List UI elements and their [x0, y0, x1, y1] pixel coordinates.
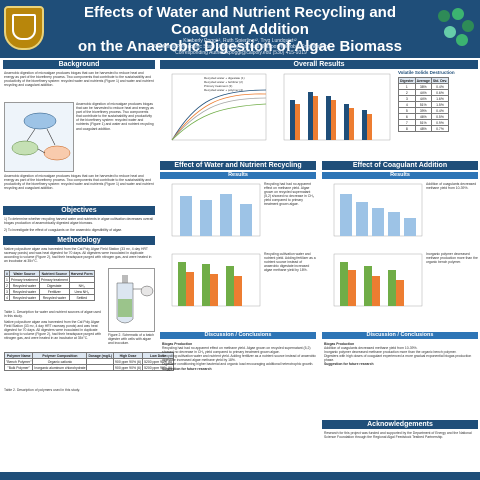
table1-cell: Recycled water: [38, 294, 70, 301]
solids-table-title: Volatile Solids Destruction: [398, 70, 455, 75]
poster-footer: [0, 472, 480, 480]
water-results-heading: Results: [160, 172, 316, 179]
biorefinery-diagram-svg: [11, 112, 71, 161]
methodology-text: Native polyculture algae was harvested f…: [4, 247, 152, 264]
ack-text: Research for this project was funded and…: [324, 431, 472, 440]
solids-cell: 48%: [414, 125, 432, 132]
coag-discussion-text: Biogas Production Addition of coagulants…: [324, 342, 478, 418]
coag-methane-chart: [324, 182, 424, 248]
title-line-1: Effects of Water and Nutrient Recycling …: [84, 4, 396, 38]
background-text: Anaerobic digestion of microalgae produc…: [4, 71, 154, 88]
solids-table-block: Volatile Solids Destruction Digester Aver…: [398, 70, 478, 132]
cumulative-methane-svg: [171, 73, 267, 141]
table2-row: "Bulk Polymer" Inorganic aluminum chloroh…: [3, 364, 174, 371]
solids-cell: 0.7%: [430, 125, 450, 132]
coag-discussion-subhead: Biogas Production: [324, 342, 355, 346]
solids-cell: 8: [398, 125, 416, 132]
table2-cell: Inorganic aluminum chlorohydrate: [32, 364, 88, 371]
coag-discussion-point-3: Digesters with high doses of coagulant e…: [324, 354, 472, 363]
water-discussion-text: Biogas Production Recycling had had no a…: [162, 342, 316, 430]
legend-item-1: Recycled water + digestate (1): [204, 76, 245, 80]
water-discussion-point-2: Recycling cultivation water and nutrient…: [162, 354, 316, 363]
background-heading: Background: [3, 60, 155, 69]
solids-header-row: Digester Average Std. Dev.: [398, 77, 450, 84]
table-1: # Water Source Nutrient Source Harvest Form…: [4, 270, 95, 301]
coag-discussion-point-2: Inorganic polymer decreased methane prod…: [324, 350, 457, 355]
cal-poly-logo: [4, 6, 44, 50]
methodology-heading: Methodology: [3, 236, 155, 245]
table1-cell: Settled: [68, 294, 95, 301]
overall-results-heading: Overall Results: [160, 60, 478, 69]
bar-groups: [290, 92, 372, 140]
objectives-heading: Objectives: [3, 206, 155, 215]
water-discussion-subhead: Biogas Production: [162, 342, 193, 346]
affiliation: ¹California Polytechnic State University…: [152, 44, 328, 50]
methodology-text-2: Native polyculture algae was harvested f…: [4, 320, 102, 340]
table-2-caption: Table 2. Description of polymers used in…: [4, 388, 81, 392]
water-chart-caption: Recycling had had no apparent effect on …: [264, 182, 315, 207]
coag-gas-svg: [333, 253, 423, 307]
coag-discussion-point-1: Addition of coagulants decreased methane…: [324, 346, 418, 351]
legend-item-2: Recycled water + fertilizer (2): [204, 80, 243, 85]
water-methane-svg: [171, 183, 261, 237]
table1-row: 4 Recycled water Recycled water Settled: [4, 294, 95, 301]
water-discussion-point-3: Digestate conditioning higher bacterial …: [162, 362, 314, 367]
background-text-2: Anaerobic digestion of microalgae produc…: [76, 102, 154, 131]
contact: *Corresponding Author: kpoggi@calpoly.ed…: [173, 50, 307, 56]
table-2: Polymer Name Polymer Composition Dosage (m…: [3, 352, 174, 371]
table-1-caption: Table 1. Description for water and nutri…: [4, 310, 101, 318]
table1-row: 2 Recycled water Digestate NH₄: [4, 282, 95, 289]
water-gas-svg: [171, 253, 261, 307]
water-gas-caption: Recycling cultivation water and nutrient…: [264, 252, 316, 273]
coag-methane-svg: [333, 183, 423, 237]
coag-results-heading: Results: [322, 172, 478, 179]
coag-gas-caption: Inorganic polymer decreased methane prod…: [426, 252, 478, 265]
methane-bar-svg: [283, 73, 391, 141]
water-methane-chart: [162, 182, 262, 248]
ack-heading: Acknowledgements: [322, 420, 478, 429]
author-block: Kimberly Poggi¹², Ruth Spierling¹², Tryg…: [50, 38, 430, 56]
poster-header: Effects of Water and Nutrient Recycling …: [0, 0, 480, 58]
solids-row: 8 48% 0.7%: [398, 125, 450, 132]
water-future-research: Suggestion for future research: [162, 366, 212, 371]
overall-legend: Recycled water + digestate (1) Recycled …: [204, 76, 266, 100]
coag-future-research: Suggestion for future research: [324, 362, 374, 367]
methane-bar-chart: [274, 70, 394, 156]
coag-effect-heading: Effect of Coagulant Addition: [322, 161, 478, 170]
water-gas-composition-chart: [162, 252, 262, 318]
table2-cell: [86, 364, 115, 371]
table2-cell: 5200 ppm 90% (6): [142, 364, 174, 371]
solids-row: 6 46% 0.5%: [398, 113, 450, 120]
figure-2-caption: Figure 2. Schematic of a batch digester …: [108, 333, 154, 345]
poster-title: Effects of Water and Nutrient Recycling …: [50, 4, 430, 55]
water-discussion-point-1: Recycling had had no apparent effect on …: [162, 346, 311, 355]
volatile-solids-table: Digester Average Std. Dev. 1 38% 0.4% 2 44% 0.6%…: [398, 77, 450, 132]
cumulative-methane-chart: Recycled water + digestate (1) Recycled …: [160, 70, 270, 156]
chart-lines: [171, 89, 267, 141]
authors: Kimberly Poggi¹², Ruth Spierling¹², Tryg…: [183, 38, 297, 44]
water-nutrient-table: # Water Source Nutrient Source Harvest Form…: [4, 270, 95, 301]
coag-gas-composition-chart: [324, 252, 424, 318]
digester-schematic: [108, 268, 155, 332]
table1-cell: Recycled water: [8, 294, 40, 301]
coag-discussion-heading: Discussion / Conclusions: [322, 332, 478, 339]
objective-2: 2) To investigate the effect of coagulan…: [4, 228, 123, 232]
table2-cell: "Bulk Polymer": [3, 364, 34, 371]
legend-item-4: Recycled water + polymer (4): [204, 88, 244, 93]
table2-cell: 900 ppm 90% (6): [113, 364, 144, 371]
water-discussion-heading: Discussion / Conclusions: [160, 332, 316, 339]
polymer-table: Polymer Name Polymer Composition Dosage (m…: [3, 352, 174, 371]
digester-schematic-svg: [116, 275, 154, 324]
title-line-2: on the Anaerobic Digestion of Algae Biom…: [78, 38, 402, 55]
background-text-3: Anaerobic digestion of microalgae produc…: [4, 174, 154, 191]
microbio-logo: [436, 6, 476, 50]
biorefinery-diagram: [4, 102, 74, 172]
coag-chart-caption: Addition of coagulants decreased methane…: [426, 182, 477, 191]
objective-1: 1) To determine whether recycling harves…: [4, 217, 154, 226]
water-effect-heading: Effect of Water and Nutrient Recycling: [160, 161, 316, 170]
legend-item-3: Primary treatment (3): [204, 84, 233, 89]
